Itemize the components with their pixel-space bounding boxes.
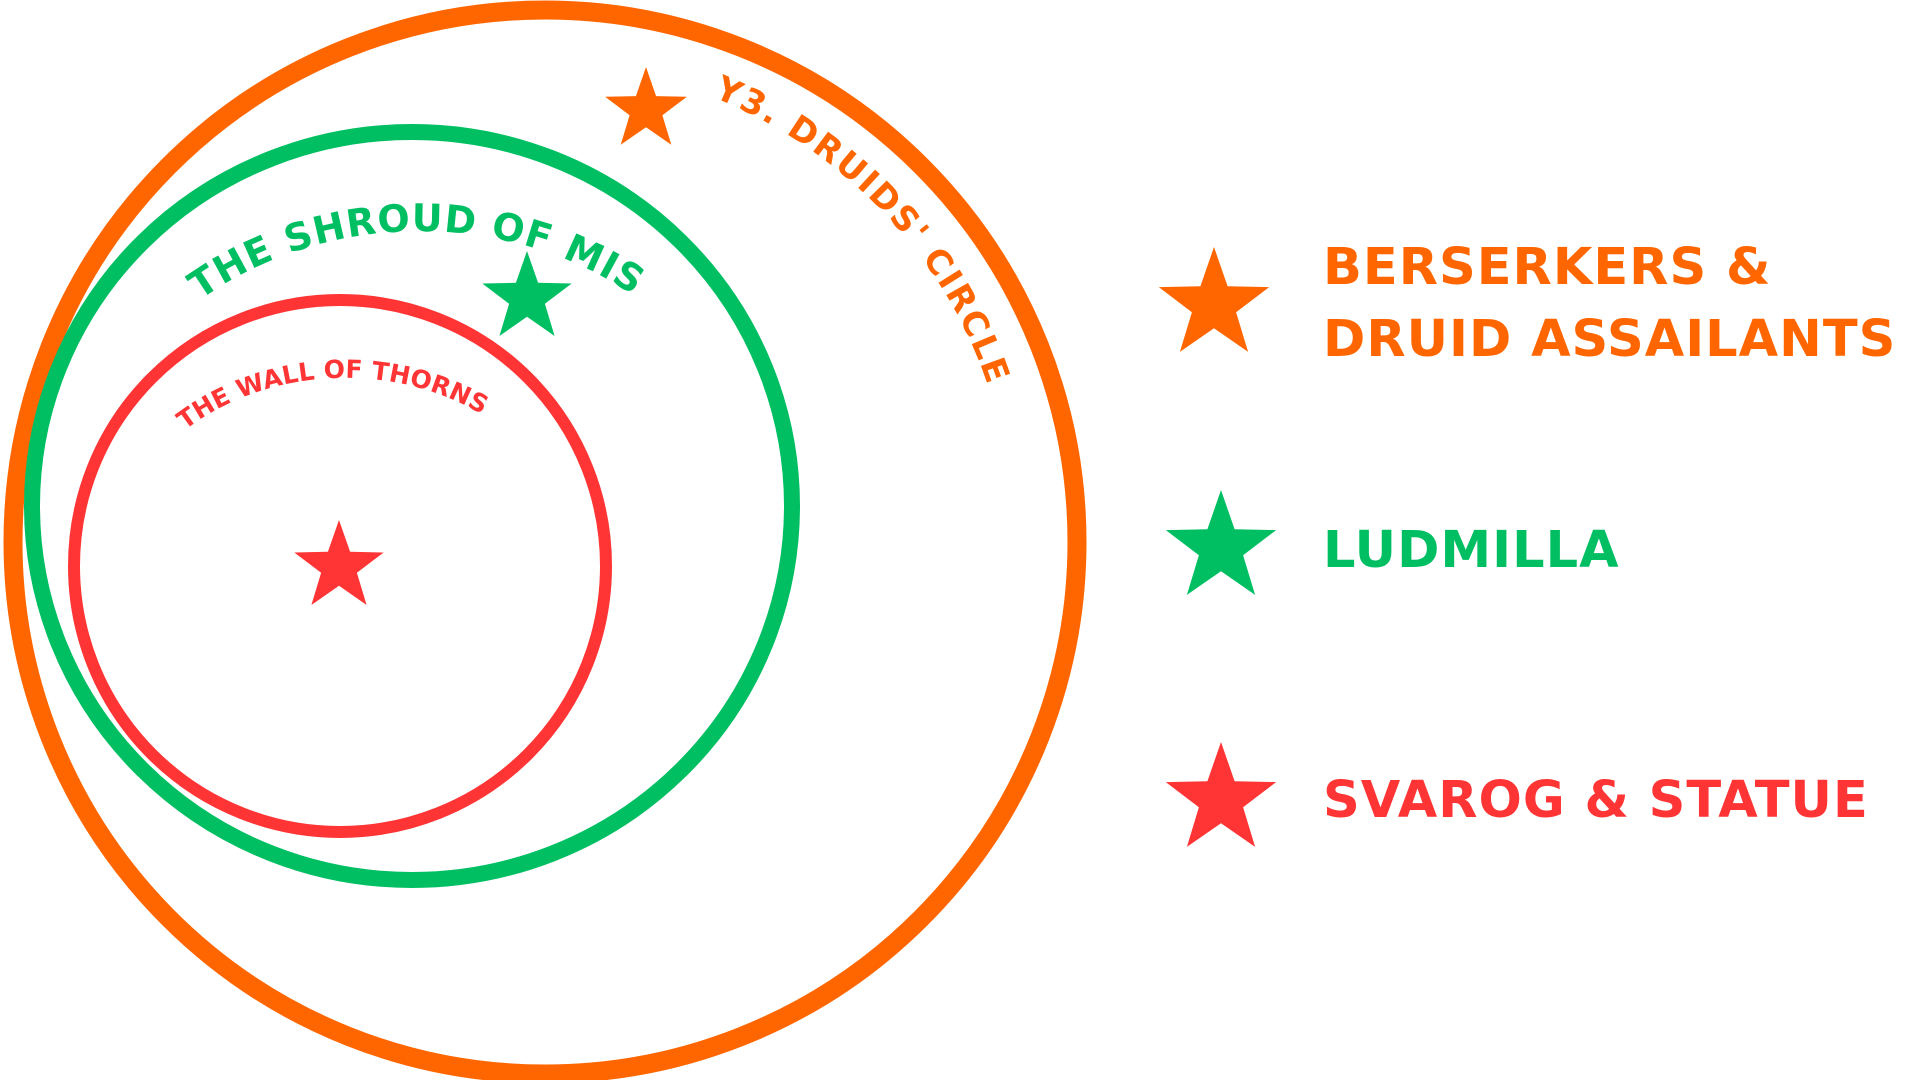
legend-1-star-icon <box>1158 247 1270 352</box>
middle-ring-star-icon <box>482 251 572 336</box>
legend-1-label-line-2: DRUID ASSAILANTS <box>1323 310 1896 369</box>
legend-2-label-line-1: LUDMILLA <box>1323 521 1620 580</box>
legend-3-star-icon <box>1165 742 1277 847</box>
legend-1-label-line-1: BERSERKERS & <box>1323 238 1771 297</box>
outer-ring-star-icon <box>605 67 687 145</box>
outer-ring <box>3 0 1087 1080</box>
inner-ring <box>68 294 612 838</box>
inner-ring-star-icon <box>294 520 384 605</box>
legend-2-star-icon <box>1165 490 1277 595</box>
inner-ring-label: THE WALL OF THORNS <box>172 355 494 435</box>
middle-ring <box>24 124 800 888</box>
legend-3-label-line-1: SVAROG & STATUE <box>1323 771 1869 830</box>
